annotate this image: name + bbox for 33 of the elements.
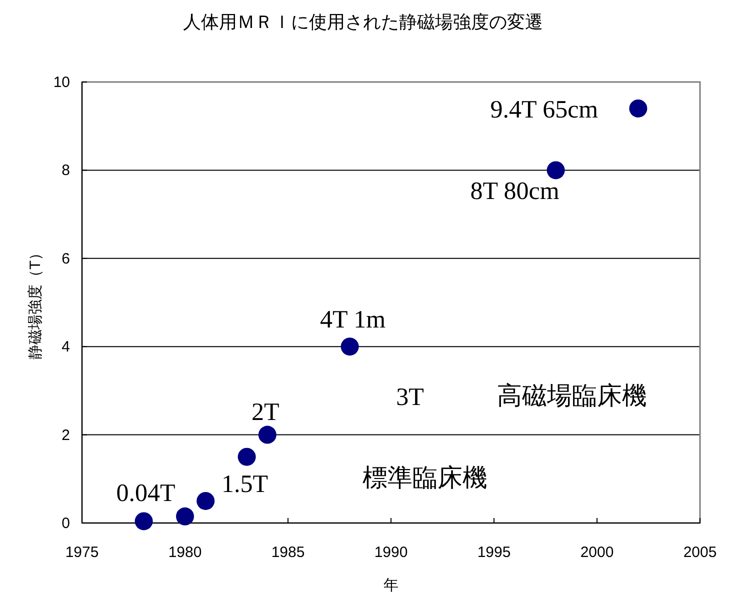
annotation: 2T <box>252 398 280 426</box>
point <box>176 507 194 526</box>
y-tick-label: 4 <box>62 338 70 356</box>
x-tick-label: 1990 <box>374 544 408 561</box>
y-tick-label: 2 <box>62 426 70 444</box>
x-tick-label: 1985 <box>271 544 305 561</box>
x-tick-label: 1975 <box>65 544 99 561</box>
annotation: 0.04T <box>116 480 176 508</box>
x-tick-label: 1995 <box>477 544 511 561</box>
y-tick-label: 10 <box>53 74 70 91</box>
y-tick-label: 8 <box>62 162 70 180</box>
annotation: 標準臨床機 <box>362 464 488 492</box>
point <box>340 338 359 356</box>
annotation: 3T <box>396 384 424 411</box>
y-tick-label: 0 <box>62 515 70 532</box>
x-tick-label: 2000 <box>580 544 614 561</box>
annotation: 高磁場臨床機 <box>497 382 647 410</box>
chart-title: 人体用ＭＲＩに使用された静磁場強度の変遷 <box>183 12 543 32</box>
point <box>238 448 256 466</box>
point <box>196 492 215 510</box>
point <box>258 426 276 444</box>
y-axis-title: 静磁場強度（T） <box>27 245 44 360</box>
annotation: 4T 1m <box>320 306 386 334</box>
annotation: 1.5T <box>222 470 268 498</box>
point <box>629 99 648 118</box>
x-tick-label: 2005 <box>683 544 717 561</box>
point <box>134 512 153 530</box>
point <box>546 161 565 180</box>
annotation: 9.4T 65cm <box>490 96 599 124</box>
annotation: 8T 80cm <box>470 178 560 206</box>
x-tick-label: 1980 <box>168 544 202 561</box>
x-axis-title: 年 <box>384 577 398 592</box>
y-tick-label: 6 <box>62 250 70 268</box>
